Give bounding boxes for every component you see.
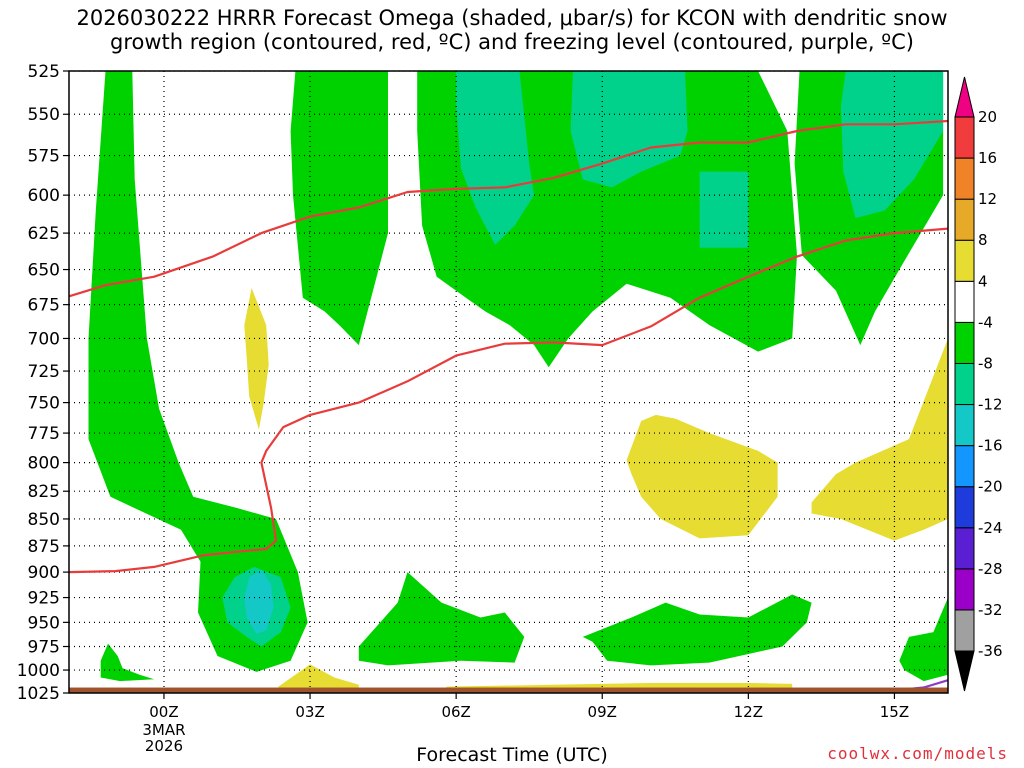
colorbar-label-10: 8 xyxy=(978,231,988,249)
colorbar-band-1 xyxy=(954,568,975,611)
colorbar-band-11 xyxy=(954,157,975,200)
y-tick-label-18: 975 xyxy=(28,638,60,658)
omega-region-1-3 xyxy=(840,71,944,219)
y-tick-label-17: 950 xyxy=(28,613,60,633)
y-tick-label-13: 850 xyxy=(28,510,60,530)
y-tick-label-20: 1025 xyxy=(17,684,60,704)
chart-title-line-1: 2026030222 HRRR Forecast Omega (shaded, … xyxy=(76,6,948,30)
contour-line-0 xyxy=(69,119,948,298)
colorbar-band-10 xyxy=(954,198,975,241)
axis-layer: 525 550 575 600 625 650 675 700 725 750 775 800 825 8… xyxy=(17,62,909,755)
omega-region-3-2 xyxy=(811,338,948,541)
ground-strip xyxy=(69,687,948,693)
omega-region-3-0 xyxy=(244,288,269,430)
omega-region-1-1 xyxy=(570,71,688,188)
colorbar: -36 -32 -28 -24 -20 -16 -12 -8 -4 4 8 12 16 20 xyxy=(954,76,1003,692)
colorbar-label-12: 16 xyxy=(978,149,997,167)
chart-title-line-2: growth region (contoured, red, ºC) and f… xyxy=(110,30,914,54)
colorbar-arrow-top xyxy=(954,76,975,118)
colorbar-label-4: -20 xyxy=(978,478,1003,496)
x-tick-sublabel-0-0: 3MAR xyxy=(142,721,185,739)
colorbar-label-11: 12 xyxy=(978,190,997,208)
y-tick-label-11: 800 xyxy=(28,454,60,474)
colorbar-label-9: 4 xyxy=(978,272,988,290)
colorbar-label-0: -36 xyxy=(978,642,1003,660)
source-credit: coolwx.com/models xyxy=(827,744,1008,763)
omega-region-2-0 xyxy=(244,570,274,634)
colorbar-label-3: -24 xyxy=(978,519,1003,537)
colorbar-band-6 xyxy=(954,362,975,406)
omega-region-3-3 xyxy=(278,664,359,689)
x-tick-label-2: 06Z xyxy=(441,703,470,721)
colorbar-band-7 xyxy=(954,321,975,364)
y-tick-label-1: 550 xyxy=(28,105,60,125)
omega-region-3-4 xyxy=(446,683,793,689)
x-tick-label-0: 00Z xyxy=(149,703,178,721)
colorbar-label-5: -16 xyxy=(978,437,1003,455)
omega-region-3-1 xyxy=(626,414,778,539)
x-axis-label: Forecast Time (UTC) xyxy=(416,744,608,766)
y-tick-label-3: 600 xyxy=(28,186,60,206)
x-tick-label-3: 09Z xyxy=(588,703,617,721)
omega-region-0-0 xyxy=(88,71,308,672)
x-tick-sublabel-0-1: 2026 xyxy=(145,737,183,755)
plot-border xyxy=(68,70,949,694)
y-tick-label-2: 575 xyxy=(28,147,60,167)
colorbar-label-2: -28 xyxy=(978,560,1003,578)
colorbar-label-6: -12 xyxy=(978,396,1003,414)
colorbar-band-12 xyxy=(954,116,975,159)
x-tick-label-5: 15Z xyxy=(880,703,909,721)
colorbar-band-4 xyxy=(954,445,975,488)
y-tick-label-5: 650 xyxy=(28,261,60,281)
omega-region-0-6 xyxy=(899,597,948,682)
omega-shading-layer xyxy=(88,71,948,689)
y-tick-label-8: 725 xyxy=(28,362,60,382)
omega-region-0-5 xyxy=(582,594,812,666)
y-tick-label-15: 900 xyxy=(28,563,60,583)
y-tick-label-4: 625 xyxy=(28,224,60,244)
colorbar-band-0 xyxy=(954,609,975,652)
colorbar-band-3 xyxy=(954,486,975,529)
colorbar-label-13: 20 xyxy=(978,108,997,126)
y-tick-label-6: 675 xyxy=(28,296,60,316)
grid-layer xyxy=(69,71,948,693)
colorbar-band-8 xyxy=(954,280,975,323)
y-tick-label-16: 925 xyxy=(28,589,60,609)
colorbar-band-5 xyxy=(954,404,975,447)
colorbar-label-8: -4 xyxy=(978,313,993,331)
y-tick-label-19: 1000 xyxy=(17,661,60,681)
y-tick-label-10: 775 xyxy=(28,424,60,444)
y-tick-label-0: 525 xyxy=(28,62,60,82)
y-tick-label-7: 700 xyxy=(28,329,60,349)
colorbar-band-9 xyxy=(954,239,975,282)
omega-region-0-7 xyxy=(100,643,155,682)
colorbar-label-1: -32 xyxy=(978,601,1003,619)
colorbar-band-2 xyxy=(954,527,975,570)
x-tick-label-1: 03Z xyxy=(295,703,324,721)
y-tick-label-9: 750 xyxy=(28,394,60,414)
contour-line-1 xyxy=(69,227,948,574)
y-tick-label-12: 825 xyxy=(28,482,60,502)
y-tick-label-14: 875 xyxy=(28,537,60,557)
x-tick-label-4: 12Z xyxy=(734,703,763,721)
omega-region-1-2 xyxy=(699,171,749,248)
colorbar-arrow-bottom xyxy=(954,650,975,692)
omega-region-0-4 xyxy=(358,572,525,666)
omega-region-0-1 xyxy=(290,71,388,346)
colorbar-label-7: -8 xyxy=(978,354,993,372)
